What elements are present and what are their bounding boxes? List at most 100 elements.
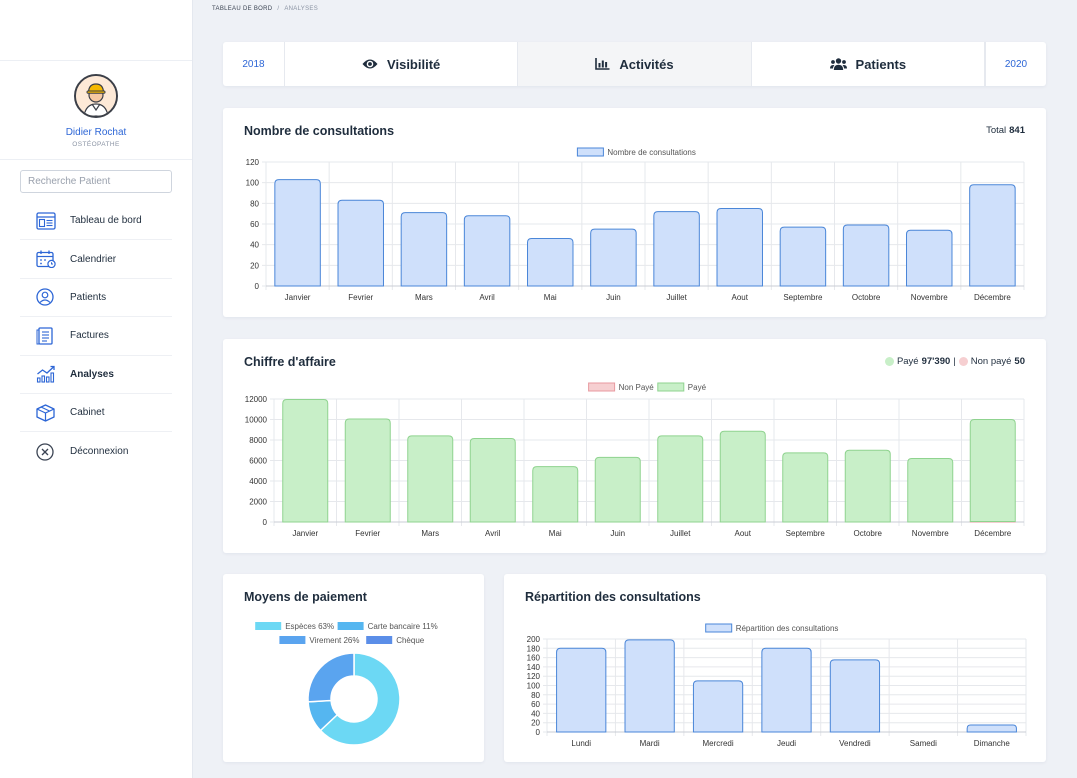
revenue-title: Chiffre d'affaire <box>244 355 336 369</box>
dashboard-icon <box>20 212 70 230</box>
profile-name: Didier Rochat <box>65 127 127 138</box>
bar[interactable] <box>779 226 827 287</box>
y-tick-label: 0 <box>263 518 268 527</box>
weekday-card: Répartition des consultations Répartitio… <box>504 574 1046 762</box>
bar[interactable] <box>282 399 329 523</box>
legend-swatch[interactable] <box>576 147 604 157</box>
x-tick-label: Vendredi <box>839 739 871 748</box>
profile-role: OSTÉOPATHE <box>72 141 120 148</box>
bar[interactable] <box>407 435 454 523</box>
sidebar-item-logout[interactable]: Déconnexion <box>20 432 172 470</box>
bar[interactable] <box>463 215 511 287</box>
tab-visibility[interactable]: Visibilité <box>285 42 519 86</box>
legend-swatch[interactable] <box>337 622 364 630</box>
donut-slice[interactable] <box>319 652 401 746</box>
bar[interactable] <box>969 184 1016 287</box>
y-tick-label: 10000 <box>245 416 268 425</box>
bar[interactable] <box>842 224 890 287</box>
x-tick-label: Septembre <box>783 293 823 302</box>
y-tick-label: 120 <box>527 672 541 681</box>
bar[interactable] <box>782 452 829 523</box>
bar[interactable] <box>400 212 448 287</box>
avatar[interactable] <box>74 74 118 118</box>
search-input[interactable] <box>20 170 172 193</box>
bar[interactable] <box>590 228 637 287</box>
bar[interactable] <box>469 437 516 523</box>
sidebar-item-invoices[interactable]: Factures <box>20 317 172 356</box>
y-tick-label: 180 <box>527 644 541 653</box>
y-tick-label: 80 <box>250 199 259 208</box>
bar[interactable] <box>907 457 954 523</box>
y-tick-label: 12000 <box>245 395 268 404</box>
y-tick-label: 2000 <box>249 498 267 507</box>
x-tick-label: Décembre <box>974 293 1011 302</box>
legend-swatch[interactable] <box>588 382 616 392</box>
x-tick-label: Janvier <box>285 293 311 302</box>
bar[interactable] <box>274 179 321 287</box>
sidebar-item-calendar[interactable]: Calendrier <box>20 240 172 279</box>
sidebar-item-cabinet[interactable]: Cabinet <box>20 394 172 433</box>
bar[interactable] <box>692 680 744 733</box>
x-tick-label: Lundi <box>571 739 591 748</box>
breadcrumb: TABLEAU DE BORD / ANALYSES <box>212 6 318 12</box>
x-tick-label: Mardi <box>640 739 660 748</box>
x-tick-label: Mercredi <box>703 739 734 748</box>
bar[interactable] <box>344 418 391 523</box>
x-tick-label: Mai <box>549 529 562 538</box>
bar[interactable] <box>657 435 704 523</box>
sidebar-item-patients[interactable]: Patients <box>20 279 172 318</box>
donut-slice[interactable] <box>307 652 355 703</box>
legend-swatch[interactable] <box>366 636 393 644</box>
legend-label: Espèces 63% <box>285 622 334 631</box>
bar[interactable] <box>716 208 763 287</box>
legend-swatch[interactable] <box>657 382 685 392</box>
sidebar-item-label: Factures <box>70 330 109 342</box>
payments-card: Moyens de paiement Espèces 63% Carte banc… <box>223 574 484 762</box>
sidebar-item-label: Patients <box>70 291 107 303</box>
bar[interactable] <box>719 430 766 523</box>
breadcrumb-root[interactable]: TABLEAU DE BORD <box>212 6 273 12</box>
bar[interactable] <box>906 229 953 287</box>
x-tick-label: Juillet <box>670 529 691 538</box>
bar[interactable] <box>337 199 384 287</box>
legend-swatch[interactable] <box>255 622 282 630</box>
x-tick-label: Novembre <box>912 529 949 538</box>
bar[interactable] <box>829 659 881 733</box>
bar[interactable] <box>532 466 579 523</box>
next-year-button[interactable]: 2020 <box>984 42 1046 86</box>
consultations-bar-chart: Nombre de consultations 0 20 40 60 80 100 120 Ja… <box>246 147 1025 302</box>
x-tick-label: Octobre <box>852 293 881 302</box>
logout-icon <box>20 442 70 461</box>
y-tick-label: 6000 <box>249 457 267 466</box>
bar[interactable] <box>761 647 812 733</box>
box-icon <box>20 403 70 422</box>
sidebar-item-dashboard[interactable]: Tableau de bord <box>20 202 172 241</box>
x-tick-label: Mars <box>421 529 439 538</box>
y-tick-label: 80 <box>531 691 540 700</box>
sidebar-item-label: Déconnexion <box>70 446 129 458</box>
paid-value: 97'390 <box>921 356 951 367</box>
prev-year-button[interactable]: 2018 <box>223 42 285 86</box>
unpaid-label: Non payé <box>970 356 1012 367</box>
bar[interactable] <box>966 724 1017 733</box>
bar[interactable] <box>624 639 675 733</box>
tab-activities[interactable]: Activités <box>518 42 752 86</box>
bar[interactable] <box>527 237 574 287</box>
eye-icon <box>362 59 378 69</box>
y-tick-label: 20 <box>531 719 540 728</box>
legend-swatch[interactable] <box>279 636 306 644</box>
bar[interactable] <box>969 419 1016 522</box>
bar[interactable] <box>556 647 607 733</box>
y-tick-label: 0 <box>536 728 541 737</box>
users-icon <box>829 58 847 70</box>
bar[interactable] <box>594 456 641 523</box>
legend-swatch[interactable] <box>705 623 733 633</box>
tab-patients[interactable]: Patients <box>752 42 985 86</box>
legend-label: Nombre de consultations <box>607 148 696 157</box>
sidebar-item-analytics[interactable]: Analyses <box>20 356 172 394</box>
weekday-bar-chart: Répartition des consultations 02040608010… <box>527 623 1027 748</box>
bar[interactable] <box>653 211 700 287</box>
bar[interactable] <box>844 449 891 523</box>
x-tick-label: Mai <box>544 293 557 302</box>
x-tick-label: Samedi <box>910 739 937 748</box>
